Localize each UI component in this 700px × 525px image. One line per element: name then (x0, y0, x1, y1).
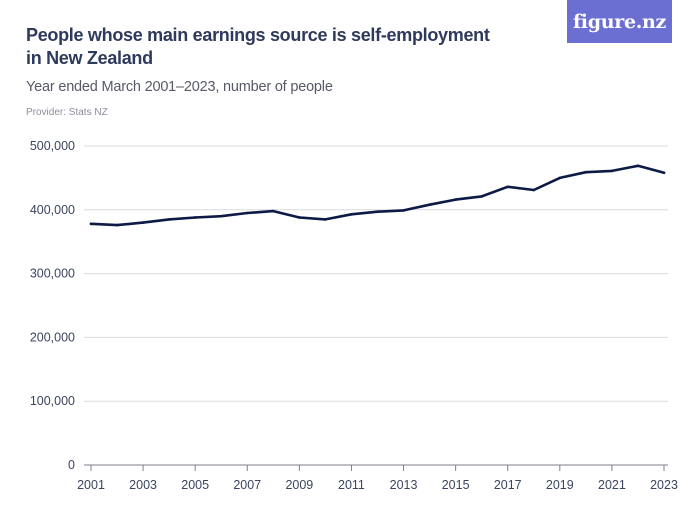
data-point (324, 218, 327, 221)
data-point (558, 176, 562, 180)
x-tick-label: 2009 (285, 478, 313, 492)
x-tick-label: 2019 (546, 478, 574, 492)
data-point (480, 195, 483, 198)
data-point (272, 209, 275, 213)
data-point (532, 188, 536, 192)
data-point (219, 214, 223, 218)
x-tick-label: 2001 (77, 478, 105, 492)
gridlines (84, 145, 668, 402)
data-point (115, 223, 119, 227)
data-point (167, 218, 171, 221)
y-tick-label: 0 (68, 458, 75, 472)
data-point (636, 164, 640, 168)
y-tick-label: 100,000 (30, 394, 75, 408)
data-point (662, 171, 666, 175)
data-point (376, 210, 379, 214)
x-tick-label: 2015 (442, 478, 470, 492)
series-line (89, 164, 666, 227)
data-point (89, 222, 93, 226)
x-tick-label: 2013 (390, 478, 418, 492)
data-point (193, 216, 197, 219)
x-tick-label: 2017 (494, 478, 522, 492)
data-point (141, 221, 145, 224)
data-point (584, 170, 588, 174)
figure-nz-logo[interactable]: figure.nz (567, 0, 672, 43)
x-tick-label: 2011 (338, 478, 365, 492)
series-group (89, 164, 666, 227)
data-point (402, 209, 405, 212)
x-axis: 2001 2003 2005 2007 2009 2011 2013 2015 2017 2019… (77, 464, 678, 492)
data-point (454, 198, 457, 201)
y-tick-label: 400,000 (30, 203, 75, 217)
x-tick-label: 2023 (650, 478, 678, 492)
x-tick-label: 2005 (181, 478, 209, 492)
chart-subtitle: Year ended March 2001–2023, number of pe… (26, 79, 333, 95)
x-tick-label: 2003 (129, 478, 157, 492)
x-tick-label: 2021 (598, 478, 626, 492)
data-point (350, 212, 353, 216)
data-provider: Provider: Stats NZ (26, 107, 108, 118)
y-tick-label: 200,000 (30, 330, 75, 344)
x-tick-label: 2007 (233, 478, 261, 492)
data-point (506, 185, 510, 189)
y-axis-ticks: 0 100,000 200,000 300,000 400,000 500,000 (30, 139, 75, 472)
data-point (298, 216, 301, 219)
y-tick-label: 300,000 (30, 267, 75, 281)
chart-title: People whose main earnings source is sel… (26, 25, 490, 68)
data-point (245, 211, 249, 215)
y-tick-label: 500,000 (30, 139, 75, 153)
data-point (428, 203, 431, 206)
data-point (610, 169, 614, 173)
